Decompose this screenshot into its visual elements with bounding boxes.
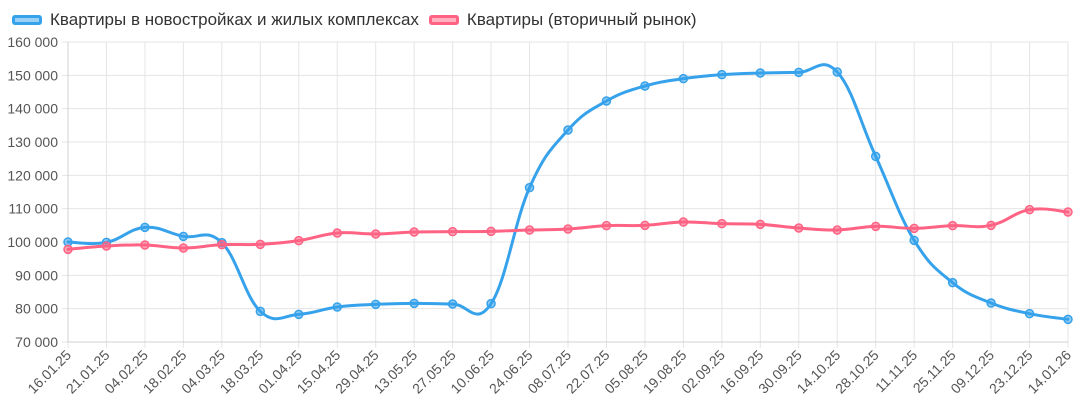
data-point-secondary-market <box>370 229 381 239</box>
data-point-secondary-market <box>101 241 112 251</box>
data-point-new-buildings <box>1024 308 1035 319</box>
data-point-new-buildings <box>678 73 689 84</box>
data-point-secondary-market <box>563 224 573 234</box>
legend-item-new-buildings[interactable]: Квартиры в новостройках и жилых комплекс… <box>12 10 419 30</box>
data-point-new-buildings <box>178 231 189 242</box>
data-point-secondary-market <box>486 226 496 237</box>
data-point-new-buildings <box>870 151 881 162</box>
data-point-new-buildings <box>947 277 958 288</box>
legend-label-secondary-market: Квартиры (вторичный рынок) <box>466 10 697 29</box>
data-point-secondary-market <box>947 220 958 231</box>
data-point-secondary-market <box>447 226 458 237</box>
data-point-new-buildings <box>140 222 150 233</box>
data-point-new-buildings <box>294 309 304 320</box>
data-point-new-buildings <box>755 68 766 78</box>
data-point-new-buildings <box>832 67 842 77</box>
data-point-new-buildings <box>332 302 342 312</box>
data-point-secondary-market <box>217 239 227 250</box>
data-point-secondary-market <box>678 217 689 227</box>
y-tick-label: 140 000 <box>7 101 58 117</box>
data-point-secondary-market <box>63 244 73 255</box>
data-point-secondary-market <box>870 221 881 232</box>
data-point-new-buildings <box>794 67 804 78</box>
y-tick-label: 150 000 <box>7 67 58 83</box>
data-point-new-buildings <box>601 96 612 106</box>
data-point-new-buildings <box>986 298 996 308</box>
data-point-new-buildings <box>370 299 381 310</box>
data-point-secondary-market <box>409 227 419 237</box>
y-tick-label: 80 000 <box>15 301 58 317</box>
legend-swatch-secondary-market <box>428 15 459 25</box>
data-point-secondary-market <box>986 220 996 231</box>
data-point-new-buildings <box>524 182 535 193</box>
data-point-secondary-market <box>255 239 266 250</box>
y-tick-label: 120 000 <box>7 167 58 183</box>
y-tick-label: 160 000 <box>7 34 58 50</box>
data-point-new-buildings <box>717 69 727 80</box>
legend-label-new-buildings: Квартиры в новостройках и жилых комплекс… <box>50 10 419 29</box>
y-tick-label: 130 000 <box>7 134 58 150</box>
data-point-new-buildings <box>640 81 650 91</box>
data-point-new-buildings <box>255 306 266 317</box>
y-tick-label: 100 000 <box>7 234 58 250</box>
data-point-secondary-market <box>755 219 766 230</box>
y-tick-label: 90 000 <box>15 267 58 283</box>
data-point-secondary-market <box>524 225 535 235</box>
data-point-secondary-market <box>909 223 919 234</box>
data-point-new-buildings <box>909 235 919 246</box>
y-tick-label: 70 000 <box>15 334 58 350</box>
data-point-secondary-market <box>332 228 342 238</box>
data-point-secondary-market <box>1024 204 1035 215</box>
data-point-secondary-market <box>601 220 612 231</box>
legend-item-secondary-market[interactable]: Квартиры (вторичный рынок) <box>428 10 697 30</box>
data-point-secondary-market <box>640 220 650 231</box>
data-point-secondary-market <box>717 218 727 229</box>
legend: Квартиры в новостройках и жилых комплекс… <box>0 0 1082 40</box>
legend-swatch-new-buildings <box>12 15 42 25</box>
y-tick-label: 110 000 <box>8 201 58 217</box>
data-point-secondary-market <box>794 223 804 233</box>
x-tick-label: 28.10.25 <box>832 347 882 397</box>
data-point-secondary-market <box>178 243 189 253</box>
data-point-secondary-market <box>832 225 842 235</box>
data-point-new-buildings <box>447 299 458 309</box>
data-point-secondary-market <box>1063 207 1073 217</box>
data-point-new-buildings <box>486 298 496 309</box>
data-point-new-buildings <box>409 298 419 309</box>
data-point-new-buildings <box>563 125 573 135</box>
series-line-new-buildings <box>66 63 1070 321</box>
data-point-new-buildings <box>1063 314 1073 325</box>
x-tick-label: 14.01.26 <box>1024 347 1074 397</box>
data-point-secondary-market <box>140 240 150 250</box>
data-point-secondary-market <box>294 235 304 246</box>
